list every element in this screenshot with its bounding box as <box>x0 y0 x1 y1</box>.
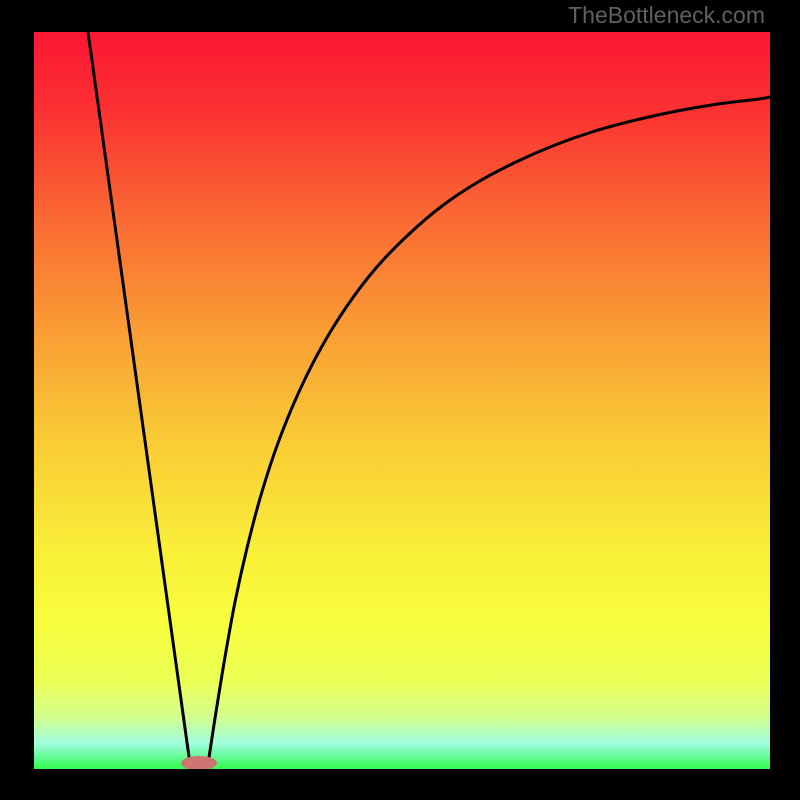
border-bottom <box>0 769 800 800</box>
border-right <box>770 0 800 800</box>
border-left <box>0 0 34 800</box>
figure-container: TheBottleneck.com <box>0 0 800 800</box>
plot-svg <box>34 32 770 769</box>
watermark-text: TheBottleneck.com <box>568 2 765 29</box>
plot-area <box>34 32 770 769</box>
gradient-background <box>34 32 770 769</box>
